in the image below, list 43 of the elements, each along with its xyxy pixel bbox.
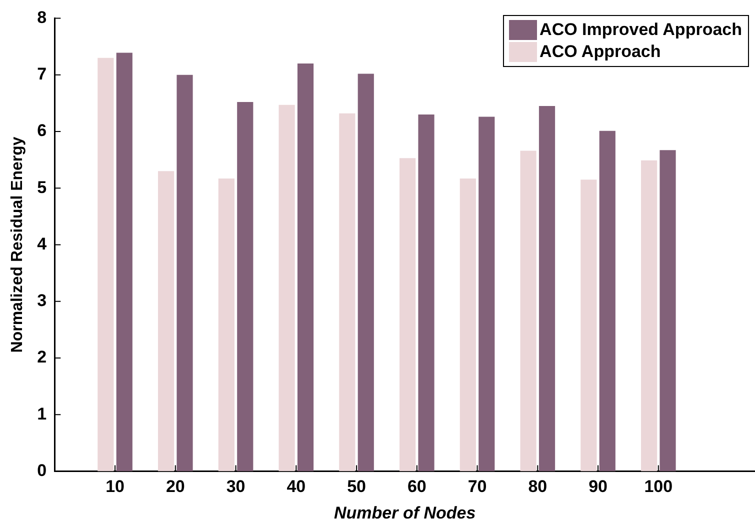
bar (460, 178, 476, 472)
bar (98, 58, 114, 472)
x-axis-title: Number of Nodes (334, 503, 476, 522)
y-tick-label: 4 (37, 234, 48, 254)
bar (176, 74, 193, 472)
x-tick-label: 80 (528, 477, 548, 496)
x-tick-label: 70 (468, 477, 487, 496)
y-tick-label: 1 (37, 404, 47, 424)
bar (580, 180, 597, 472)
x-tick-label: 50 (347, 477, 366, 496)
x-tick-label: 60 (407, 477, 426, 496)
bar (520, 150, 536, 472)
bar (599, 130, 616, 472)
y-tick-label: 2 (37, 348, 47, 367)
y-tick-label: 3 (37, 291, 47, 310)
x-tick-label: 40 (286, 477, 306, 496)
bar (418, 114, 434, 472)
x-tick-label: 90 (588, 477, 608, 496)
bar (218, 178, 234, 472)
legend-label: ACO Approach (540, 41, 661, 63)
bar (640, 160, 658, 472)
y-tick-label: 0 (37, 460, 47, 480)
y-tick-label: 8 (37, 8, 47, 27)
y-axis-title: Normalized Residual Energy (9, 136, 26, 353)
x-tick-label: 30 (226, 477, 246, 496)
bar (116, 52, 132, 472)
bar (399, 158, 416, 472)
bar (158, 171, 174, 472)
y-tick-label: 5 (37, 178, 47, 197)
bar (660, 150, 676, 472)
x-tick-label: 100 (644, 477, 673, 496)
legend-label: ACO Improved Approach (540, 19, 742, 41)
bar (358, 74, 374, 472)
x-tick-label: 20 (166, 477, 185, 496)
bar (478, 116, 495, 472)
y-tick-label: 7 (37, 64, 47, 84)
y-tick-label: 6 (37, 121, 47, 140)
bar (297, 64, 314, 472)
bar (278, 104, 295, 472)
bar (237, 102, 254, 472)
bar (538, 106, 556, 472)
bar (339, 113, 356, 472)
x-tick-label: 10 (106, 477, 124, 496)
